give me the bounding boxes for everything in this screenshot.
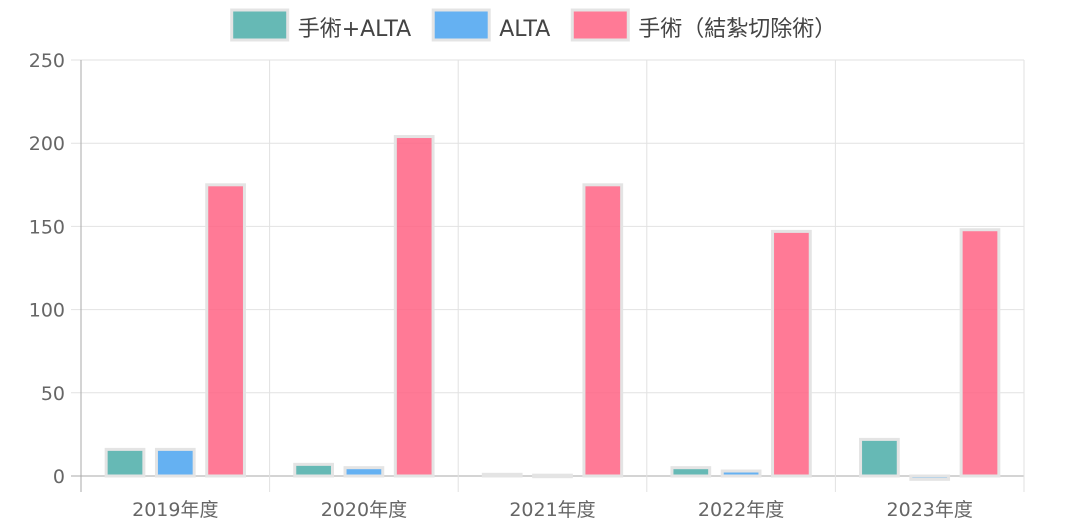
bar xyxy=(154,447,196,478)
legend-label: 手術+ALTA xyxy=(298,17,412,42)
x-tick-label: 2020年度 xyxy=(321,499,407,521)
bar xyxy=(293,462,334,478)
x-axis: 2019年度 2020年度 2021年度 2022年度 2023年度 xyxy=(132,499,973,521)
bar xyxy=(582,183,624,478)
y-tick-label: 250 xyxy=(29,50,65,72)
y-tick-label: 100 xyxy=(29,300,65,322)
x-tick-label: 2022年度 xyxy=(698,499,784,521)
bar xyxy=(205,183,246,478)
bar xyxy=(393,135,435,478)
bars xyxy=(104,135,1001,481)
bar xyxy=(909,474,951,481)
y-tick-label: 200 xyxy=(29,133,65,155)
legend: 手術+ALTA ALTA 手術（結紮切除術） xyxy=(230,8,836,42)
legend-label: 手術（結紮切除術） xyxy=(638,17,836,42)
legend-swatch[interactable] xyxy=(431,8,491,42)
legend-swatch[interactable] xyxy=(570,8,630,42)
y-tick-label: 0 xyxy=(53,466,65,488)
bar xyxy=(859,437,900,478)
bar xyxy=(481,472,523,478)
y-tick-label: 50 xyxy=(41,383,65,405)
bar xyxy=(959,228,1001,478)
bar xyxy=(670,466,712,478)
bar xyxy=(104,447,146,478)
x-tick-label: 2019年度 xyxy=(132,499,218,521)
bar xyxy=(343,466,385,478)
bar xyxy=(771,229,812,478)
legend-label: ALTA xyxy=(499,17,550,42)
x-tick-label: 2023年度 xyxy=(887,499,973,521)
x-tick-label: 2021年度 xyxy=(509,499,595,521)
y-tick-label: 150 xyxy=(29,216,65,238)
bar xyxy=(532,473,573,479)
bar xyxy=(720,469,762,478)
y-axis: 0 50 100 150 200 250 xyxy=(29,50,65,488)
legend-swatch[interactable] xyxy=(230,8,290,42)
